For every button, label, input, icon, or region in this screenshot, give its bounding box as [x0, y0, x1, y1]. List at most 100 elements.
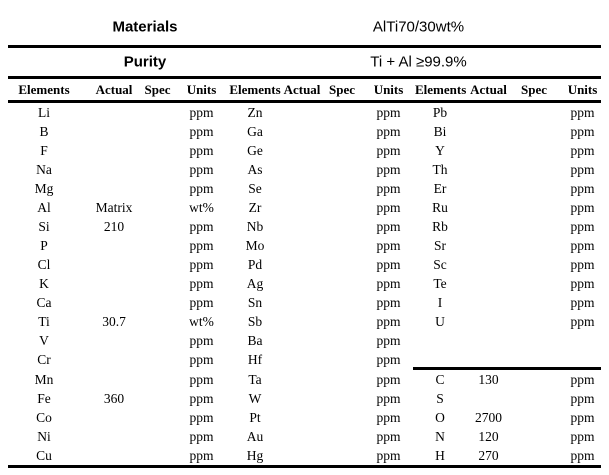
units-cell: ppm [376, 200, 401, 216]
element-cell: Sb [247, 314, 263, 330]
element-cell: Zn [247, 104, 263, 120]
element-cell: Ge [247, 142, 263, 158]
element-cell: Pb [432, 104, 448, 120]
units-cell: ppm [189, 409, 214, 425]
element-cell: Si [38, 219, 50, 235]
rule-below-purity [8, 76, 601, 79]
units-cell: ppm [189, 219, 214, 235]
actual-cell: 210 [103, 219, 125, 235]
units-cell: wt% [189, 200, 214, 216]
column-header: Elements [415, 81, 467, 97]
units-cell: ppm [376, 123, 401, 139]
actual-cell: 30.7 [102, 314, 126, 330]
element-cell: U [435, 314, 445, 330]
units-cell: ppm [376, 428, 401, 444]
element-cell: Au [246, 428, 264, 444]
materials-value: AlTi70/30wt% [372, 18, 465, 36]
column-header: Actual [95, 81, 133, 97]
element-cell: Ba [247, 333, 263, 349]
element-cell: Ag [246, 276, 264, 292]
element-cell: Ti [38, 314, 50, 330]
units-cell: ppm [376, 142, 401, 158]
units-cell: ppm [570, 200, 595, 216]
units-cell: ppm [189, 352, 214, 368]
element-cell: Ga [247, 123, 263, 139]
element-cell: Sn [247, 295, 263, 311]
element-cell: W [248, 390, 262, 406]
units-cell: ppm [376, 238, 401, 254]
units-cell: ppm [376, 295, 401, 311]
column-header: Spec [521, 81, 547, 97]
purity-row: Purity Ti + Al ≥99.9% [0, 48, 609, 77]
element-cell: Y [435, 142, 445, 158]
column-header-row: Elements Actual Spec Units Elements Actual Spe… [0, 79, 609, 100]
element-cell: I [437, 295, 443, 311]
actual-cell: 2700 [475, 409, 502, 425]
element-cell: B [39, 123, 49, 139]
purity-value: Ti + Al ≥99.9% [370, 53, 467, 71]
element-cell: Bi [433, 123, 447, 139]
units-cell: ppm [189, 447, 214, 463]
element-cell: Na [36, 161, 52, 177]
units-cell: ppm [376, 180, 401, 196]
units-cell: ppm [376, 104, 401, 120]
element-cell: F [40, 142, 48, 158]
element-cell: Rb [432, 219, 448, 235]
column-header: Actual [470, 81, 507, 97]
element-cell: Cu [36, 447, 52, 463]
element-cell: Hf [247, 352, 263, 368]
element-cell: Co [36, 409, 52, 425]
units-cell: ppm [189, 257, 214, 273]
element-cell: V [39, 333, 49, 349]
units-cell: ppm [570, 447, 595, 463]
element-cell: Cl [37, 257, 51, 273]
units-cell: ppm [189, 142, 214, 158]
units-cell: ppm [570, 161, 595, 177]
units-cell: ppm [570, 257, 595, 273]
units-cell: ppm [570, 409, 595, 425]
element-cell: Mn [34, 371, 54, 387]
actual-cell: 130 [478, 371, 499, 387]
units-cell: ppm [570, 295, 595, 311]
units-cell: ppm [189, 390, 214, 406]
element-cell: Li [38, 104, 50, 120]
units-cell: ppm [189, 371, 214, 387]
units-cell: wt% [189, 314, 214, 330]
element-cell: K [39, 276, 49, 292]
element-cell: Te [433, 276, 447, 292]
actual-cell: 360 [103, 390, 125, 406]
column-header: Units [567, 81, 598, 97]
column-header: Elements [229, 81, 281, 97]
element-cell: N [435, 428, 445, 444]
units-cell: ppm [376, 390, 401, 406]
units-cell: ppm [376, 257, 401, 273]
column-header: Units [186, 81, 217, 97]
units-cell: ppm [189, 161, 214, 177]
units-cell: ppm [570, 371, 595, 387]
rule-below-materials [8, 44, 601, 48]
element-cell: Pt [249, 409, 261, 425]
units-cell: ppm [570, 180, 595, 196]
element-cell: Se [248, 180, 262, 196]
element-cell: Ru [432, 200, 448, 216]
actual-cell: 270 [478, 447, 499, 463]
element-cell: Ca [36, 295, 52, 311]
rule-table-bottom [8, 464, 601, 468]
element-cell: Sr [433, 238, 446, 254]
units-cell: ppm [189, 333, 214, 349]
units-cell: ppm [570, 276, 595, 292]
units-cell: ppm [376, 314, 401, 330]
element-cell: O [435, 409, 445, 425]
units-cell: ppm [376, 276, 401, 292]
column-header: Spec [329, 81, 355, 97]
element-cell: Th [432, 161, 448, 177]
units-cell: ppm [570, 104, 595, 120]
units-cell: ppm [570, 428, 595, 444]
element-cell: Hg [246, 447, 264, 463]
element-cell: Nb [246, 219, 264, 235]
units-cell: ppm [570, 123, 595, 139]
units-cell: ppm [189, 104, 214, 120]
rule-below-headers [8, 100, 601, 103]
